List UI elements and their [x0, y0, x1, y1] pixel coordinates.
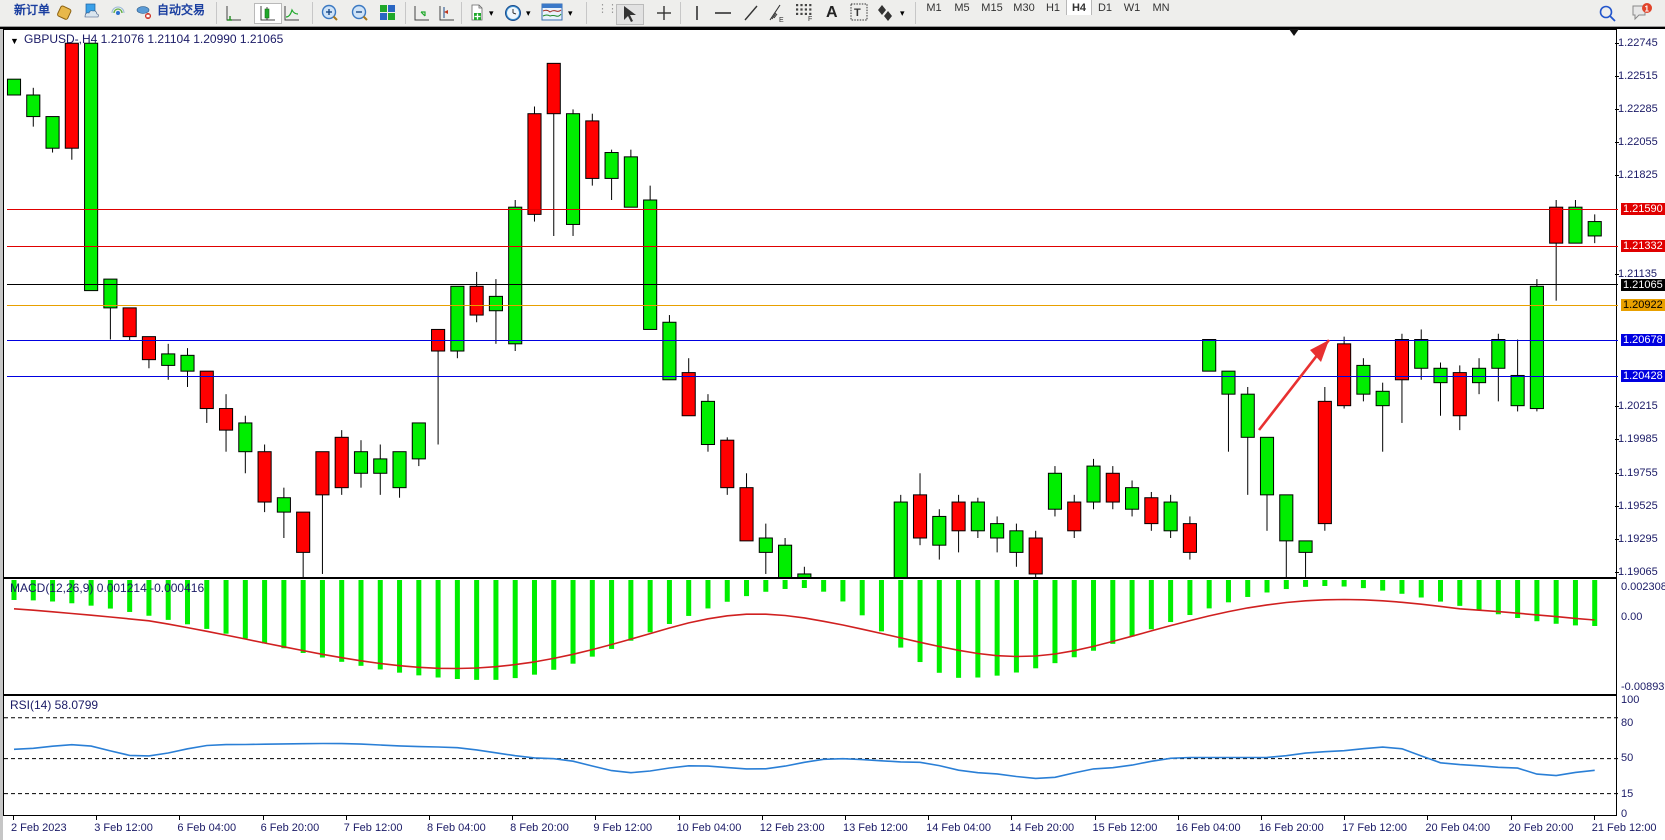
svg-text:F: F	[808, 16, 812, 22]
svg-text:T: T	[854, 7, 861, 19]
svg-text:1: 1	[1645, 5, 1650, 14]
svg-text:E: E	[779, 17, 784, 23]
